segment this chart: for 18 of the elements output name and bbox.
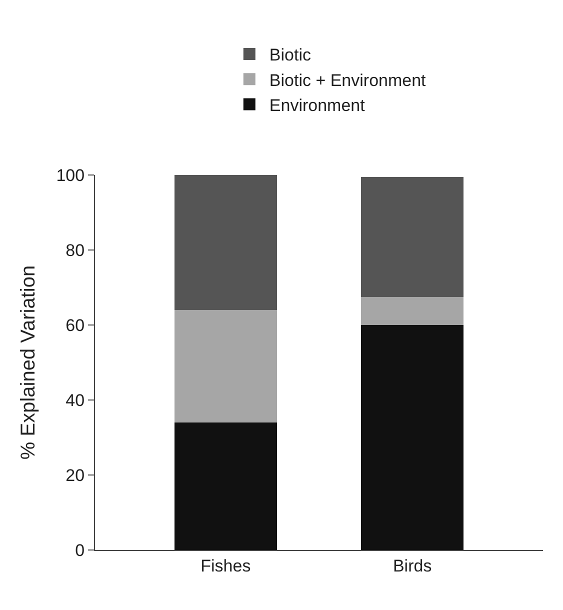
bar — [361, 176, 464, 297]
legend-label: Biotic — [269, 46, 312, 65]
y-axis-title: % Explained Variation — [18, 265, 40, 460]
y-tick-label: 60 — [66, 316, 85, 335]
bar — [174, 175, 277, 310]
bar — [174, 310, 277, 422]
x-tick-label: Fishes — [200, 556, 251, 576]
legend-label: Environment — [269, 96, 366, 115]
y-tick-label: 40 — [66, 390, 85, 410]
bar — [174, 422, 277, 550]
y-tick-label: 0 — [75, 540, 85, 560]
y-tick-label: 80 — [66, 240, 85, 260]
x-tick-label: Birds — [392, 556, 432, 576]
y-tick-label: 100 — [56, 166, 85, 185]
y-tick-label: 20 — [66, 466, 85, 485]
bar — [361, 325, 464, 550]
bar — [361, 296, 464, 325]
legend-label: Biotic + Environment — [269, 70, 426, 90]
